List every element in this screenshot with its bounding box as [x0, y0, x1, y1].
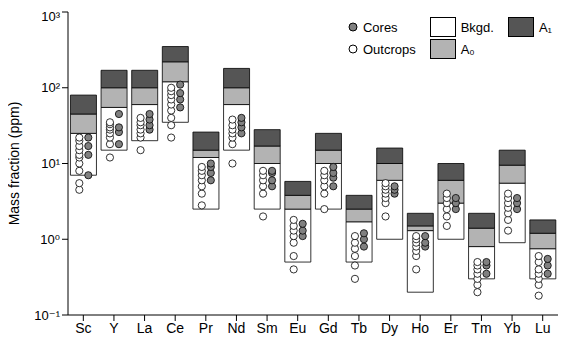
svg-text:Er: Er [444, 320, 458, 336]
html-text:Bkgd.: Bkgd. [460, 19, 494, 35]
svg-text:La: La [137, 320, 153, 336]
svg-text:10⁻¹: 10⁻¹ [34, 308, 60, 323]
html-text:Cores: Cores [362, 19, 398, 35]
svg-text:10⁰: 10⁰ [40, 232, 60, 247]
svg-text:Lu: Lu [535, 320, 551, 336]
svg-text:Sm: Sm [257, 320, 278, 336]
svg-text:Eu: Eu [289, 320, 306, 336]
svg-text:Pr: Pr [199, 320, 213, 336]
svg-text:Tb: Tb [351, 320, 368, 336]
svg-text:10¹: 10¹ [41, 156, 60, 171]
svg-text:Ho: Ho [411, 320, 429, 336]
svg-text:Dy: Dy [381, 320, 398, 336]
svg-text:Tm: Tm [471, 320, 491, 336]
svg-text:10²: 10² [41, 80, 60, 95]
svg-text:Y: Y [109, 320, 119, 336]
svg-text:10³: 10³ [41, 9, 60, 24]
html-text:Outcrops: Outcrops [362, 41, 416, 57]
html-text:A₀: A₀ [460, 41, 475, 57]
svg-text:Mass fraction (ppm): Mass fraction (ppm) [8, 102, 22, 226]
svg-text:Nd: Nd [227, 320, 245, 336]
svg-text:Yb: Yb [504, 320, 521, 336]
svg-text:Sc: Sc [75, 320, 91, 336]
svg-text:Gd: Gd [319, 320, 338, 336]
html-text:A₁: A₁ [538, 19, 552, 35]
svg-text:Ce: Ce [166, 320, 184, 336]
